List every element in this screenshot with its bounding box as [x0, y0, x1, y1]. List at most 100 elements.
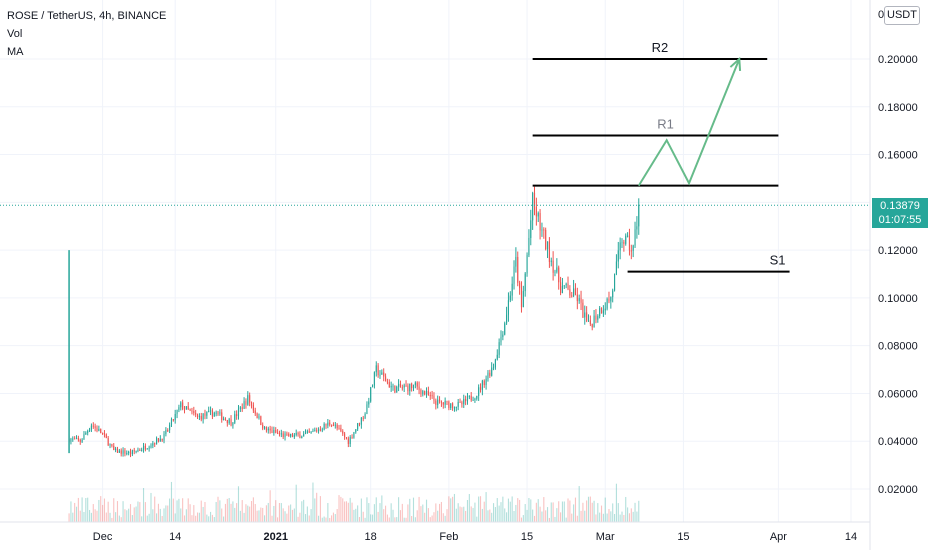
- volume-bar: [573, 504, 575, 522]
- vol-indicator-label[interactable]: Vol: [7, 28, 23, 40]
- candle-body: [85, 432, 87, 435]
- volume-bar: [331, 515, 333, 522]
- time-tick-label: Feb: [439, 531, 458, 543]
- volume-bar: [576, 515, 578, 522]
- volume-bar: [386, 514, 388, 522]
- ma-indicator-label[interactable]: MA: [7, 46, 24, 58]
- price-tick-label: 0.18000: [878, 102, 918, 114]
- volume-bar: [271, 515, 273, 522]
- candle-body: [373, 372, 375, 386]
- volume-bar: [492, 503, 495, 522]
- volume-bar: [202, 506, 204, 522]
- time-tick-label: 2021: [263, 531, 287, 543]
- volume-bar: [364, 517, 366, 522]
- candle-body: [312, 430, 314, 432]
- volume-bar: [323, 516, 325, 522]
- volume-bar: [273, 505, 275, 522]
- volume-bar: [206, 514, 208, 522]
- volume-bar: [500, 502, 502, 522]
- volume-bar: [433, 512, 435, 522]
- volume-bar: [87, 497, 89, 522]
- candle-body: [366, 404, 368, 414]
- volume-bar: [520, 517, 523, 522]
- candle-body: [124, 450, 126, 454]
- volume-bar: [280, 503, 282, 522]
- candle-body: [546, 241, 549, 250]
- volume-bar: [100, 496, 102, 522]
- volume-bar: [228, 498, 230, 522]
- volume-bar: [541, 511, 543, 522]
- candle-body: [371, 385, 374, 388]
- volume-bar: [371, 514, 374, 522]
- volume-bar: [139, 502, 141, 522]
- volume-bar: [513, 510, 515, 522]
- volume-bar: [161, 515, 163, 522]
- volume-bar: [282, 508, 284, 522]
- volume-bar: [401, 503, 403, 522]
- volume-bar: [215, 501, 217, 522]
- volume-bar: [638, 500, 640, 522]
- volume-bar: [189, 504, 191, 522]
- volume-bar: [120, 517, 122, 522]
- candle-body: [509, 295, 511, 301]
- candle-body: [519, 282, 521, 289]
- volume-bar: [213, 517, 215, 522]
- volume-bar: [96, 510, 98, 522]
- volume-bar: [262, 507, 264, 522]
- candle-body: [517, 256, 519, 283]
- volume-bar: [243, 512, 245, 522]
- candle-body: [239, 407, 241, 409]
- candle-body: [398, 383, 400, 387]
- candle-body: [600, 308, 603, 314]
- volume-bar: [409, 498, 411, 522]
- volume-bar: [148, 513, 150, 522]
- volume-bar: [196, 512, 199, 522]
- volume-bar: [612, 503, 614, 522]
- candle-body: [452, 403, 454, 408]
- candle-body: [316, 430, 318, 432]
- volume-bar: [170, 481, 173, 522]
- candle-body: [533, 193, 536, 207]
- volume-bar: [455, 508, 457, 522]
- candle-body: [332, 424, 334, 426]
- volume-bar: [239, 510, 241, 522]
- volume-bar: [317, 515, 320, 522]
- volume-bar: [431, 515, 433, 522]
- candle-body: [94, 426, 96, 428]
- currency-button[interactable]: USDT: [884, 6, 920, 25]
- volume-bar: [580, 510, 582, 522]
- volume-bar: [195, 515, 197, 522]
- volume-bar: [342, 498, 344, 522]
- candle-body: [560, 282, 562, 294]
- candle-body: [250, 402, 253, 406]
- candle-body: [321, 429, 323, 431]
- candle-body: [431, 395, 433, 397]
- candle-body: [429, 395, 431, 397]
- candle-body: [479, 387, 482, 390]
- projection-line[interactable]: [637, 58, 741, 187]
- symbol-title[interactable]: ROSE / TetherUS, 4h, BINANCE: [7, 10, 167, 22]
- volume-bar: [92, 504, 94, 522]
- volume-bar: [340, 496, 342, 522]
- candle-body: [347, 438, 349, 444]
- volume-bar: [390, 503, 392, 522]
- time-tick-label: 15: [677, 531, 689, 543]
- volume-bar: [599, 512, 601, 522]
- candle-body: [236, 414, 238, 416]
- volume-bar: [507, 498, 510, 522]
- candle-body: [202, 413, 204, 420]
- volume-bar: [461, 507, 463, 522]
- volume-bar: [124, 509, 126, 522]
- volume-bar: [211, 514, 213, 522]
- volume-bar: [146, 515, 148, 522]
- volume-bar: [327, 502, 329, 522]
- volume-bar: [68, 513, 70, 522]
- candle-body: [580, 298, 582, 303]
- level-label: R2: [652, 40, 669, 55]
- candle-body: [252, 405, 254, 411]
- volume-bar: [511, 496, 513, 522]
- candle-body: [224, 418, 227, 420]
- candle-body: [545, 229, 547, 250]
- candle-body: [461, 402, 463, 405]
